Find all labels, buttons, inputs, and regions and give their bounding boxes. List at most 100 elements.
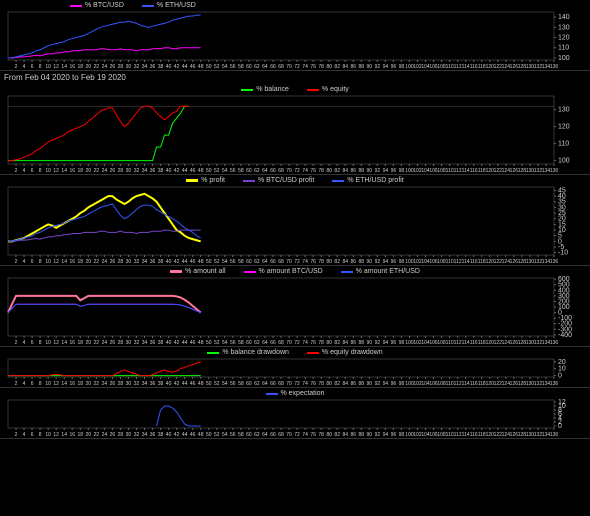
svg-text:70: 70 <box>286 340 292 346</box>
chart-legend: % amount all% amount BTC/USD% amount ETH… <box>0 266 590 276</box>
svg-text:70: 70 <box>286 259 292 265</box>
svg-text:58: 58 <box>238 381 244 387</box>
legend-label: % balance drawdown <box>222 349 289 356</box>
svg-text:64: 64 <box>262 340 268 346</box>
svg-text:62: 62 <box>254 340 260 346</box>
svg-text:74: 74 <box>302 381 308 387</box>
svg-text:28: 28 <box>118 432 124 438</box>
svg-text:96: 96 <box>391 381 397 387</box>
svg-text:72: 72 <box>294 432 300 438</box>
svg-text:6: 6 <box>31 432 34 438</box>
svg-text:76: 76 <box>310 64 316 70</box>
svg-text:48: 48 <box>198 340 204 346</box>
svg-text:30: 30 <box>126 168 132 174</box>
svg-text:24: 24 <box>102 64 108 70</box>
svg-text:56: 56 <box>230 432 236 438</box>
svg-text:46: 46 <box>190 432 196 438</box>
svg-text:92: 92 <box>375 432 381 438</box>
svg-text:136: 136 <box>550 64 559 70</box>
svg-text:10: 10 <box>45 259 51 265</box>
svg-text:22: 22 <box>94 259 100 265</box>
svg-text:88: 88 <box>359 432 365 438</box>
chart-legend: % balance% equity <box>0 84 590 94</box>
svg-text:38: 38 <box>158 259 164 265</box>
svg-text:72: 72 <box>294 340 300 346</box>
svg-text:112: 112 <box>454 340 462 346</box>
panel-amount-chart: -400-300-200-100010020030040050060024681… <box>0 276 590 346</box>
legend-item: % profit <box>186 177 225 184</box>
svg-text:68: 68 <box>278 340 284 346</box>
svg-text:92: 92 <box>375 259 381 265</box>
panel-profit-chart: -10-505101520253035404524681012141618202… <box>0 185 590 265</box>
svg-text:90: 90 <box>367 432 373 438</box>
svg-text:6: 6 <box>31 381 34 387</box>
svg-text:114: 114 <box>462 340 470 346</box>
svg-text:20: 20 <box>86 259 92 265</box>
svg-text:70: 70 <box>286 432 292 438</box>
svg-text:0: 0 <box>558 373 562 380</box>
svg-text:2: 2 <box>15 432 18 438</box>
svg-text:34: 34 <box>142 432 148 438</box>
svg-text:2: 2 <box>15 340 18 346</box>
svg-text:46: 46 <box>190 381 196 387</box>
svg-text:40: 40 <box>166 64 172 70</box>
svg-text:62: 62 <box>254 168 260 174</box>
svg-text:78: 78 <box>318 64 324 70</box>
svg-text:94: 94 <box>383 432 389 438</box>
svg-text:114: 114 <box>462 259 470 265</box>
svg-text:98: 98 <box>399 340 405 346</box>
svg-text:116: 116 <box>470 432 478 438</box>
svg-text:48: 48 <box>198 64 204 70</box>
svg-text:10: 10 <box>45 340 51 346</box>
legend-label: % equity <box>322 86 349 93</box>
svg-text:22: 22 <box>94 381 100 387</box>
svg-text:90: 90 <box>367 340 373 346</box>
svg-text:74: 74 <box>302 432 308 438</box>
legend-item: % amount all <box>170 268 225 275</box>
svg-text:80: 80 <box>326 259 332 265</box>
svg-text:30: 30 <box>126 381 132 387</box>
svg-text:136: 136 <box>550 432 559 438</box>
svg-text:110: 110 <box>446 168 454 174</box>
svg-text:84: 84 <box>342 432 348 438</box>
svg-text:14: 14 <box>61 340 67 346</box>
svg-text:92: 92 <box>375 168 381 174</box>
svg-text:72: 72 <box>294 259 300 265</box>
svg-text:40: 40 <box>166 340 172 346</box>
legend-swatch <box>186 179 198 182</box>
svg-text:140: 140 <box>558 14 570 21</box>
svg-text:94: 94 <box>383 259 389 265</box>
svg-text:16: 16 <box>69 340 75 346</box>
legend-label: % expectation <box>281 390 325 397</box>
svg-text:36: 36 <box>150 381 156 387</box>
legend-item: % ETH/USD <box>142 2 196 9</box>
svg-text:78: 78 <box>318 340 324 346</box>
legend-swatch <box>142 5 154 7</box>
svg-text:66: 66 <box>270 432 276 438</box>
svg-text:20: 20 <box>86 432 92 438</box>
svg-text:18: 18 <box>77 432 83 438</box>
svg-text:116: 116 <box>470 64 478 70</box>
svg-text:50: 50 <box>206 432 212 438</box>
svg-text:24: 24 <box>102 340 108 346</box>
svg-text:24: 24 <box>102 381 108 387</box>
svg-text:36: 36 <box>150 64 156 70</box>
svg-text:58: 58 <box>238 64 244 70</box>
svg-text:136: 136 <box>550 259 559 265</box>
svg-text:45: 45 <box>558 187 566 194</box>
svg-text:72: 72 <box>294 64 300 70</box>
svg-text:4: 4 <box>23 259 26 265</box>
legend-swatch <box>70 5 82 7</box>
svg-text:38: 38 <box>158 340 164 346</box>
svg-text:48: 48 <box>198 432 204 438</box>
legend-item: % equity drawdown <box>307 349 383 356</box>
svg-text:52: 52 <box>214 381 220 387</box>
svg-text:76: 76 <box>310 168 316 174</box>
svg-text:110: 110 <box>558 141 569 148</box>
svg-text:48: 48 <box>198 168 204 174</box>
legend-swatch <box>266 393 278 395</box>
svg-text:4: 4 <box>23 432 26 438</box>
svg-text:10: 10 <box>45 381 51 387</box>
svg-text:38: 38 <box>158 64 164 70</box>
svg-text:130: 130 <box>558 107 570 114</box>
